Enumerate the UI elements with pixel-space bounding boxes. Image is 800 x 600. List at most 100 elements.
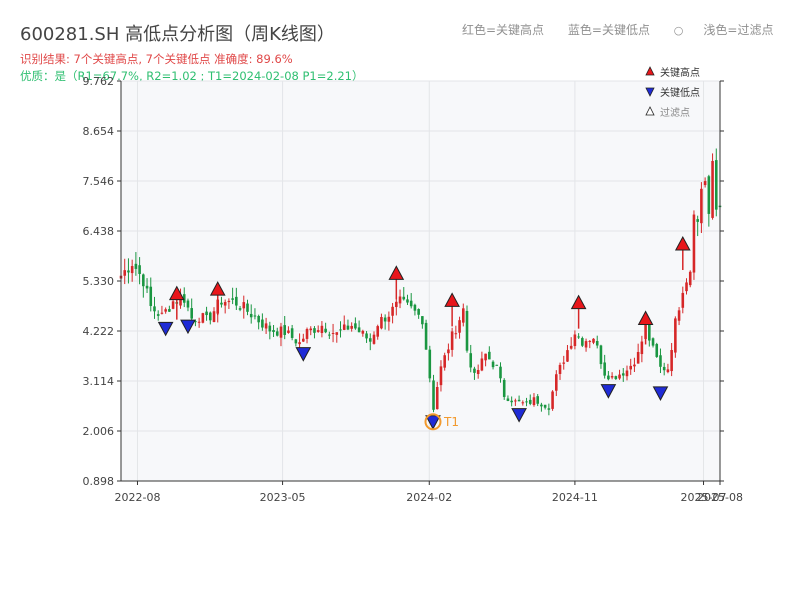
- top-legend-light-label: 浅色=过滤点: [703, 23, 774, 37]
- candle-body: [205, 311, 208, 316]
- candle-body: [502, 379, 506, 397]
- x-tick-label: 2025-08: [697, 491, 743, 504]
- candle-body: [703, 181, 707, 186]
- candle-body: [674, 318, 677, 353]
- candle-body: [242, 302, 246, 309]
- candle-body: [190, 308, 193, 319]
- legend-high-icon: [645, 66, 655, 76]
- candle-body: [424, 322, 428, 350]
- candle-body: [231, 298, 234, 300]
- key-high-marker: [570, 294, 587, 310]
- t1-label: T1: [443, 415, 459, 429]
- candle-body: [547, 408, 551, 410]
- candle-body: [514, 400, 517, 402]
- candle-body: [469, 353, 473, 368]
- candle-body: [346, 325, 350, 330]
- candle-body: [428, 349, 432, 379]
- legend-low-icon: [645, 87, 655, 97]
- quality-summary: 优质：是（R1=67.7%, R2=1.02 ; T1=2024-02-08 P…: [20, 69, 364, 83]
- candle-body: [592, 338, 595, 343]
- candle-body: [540, 404, 543, 407]
- candle-body: [618, 374, 621, 379]
- candle-body: [484, 353, 487, 361]
- candle-body: [569, 345, 573, 349]
- candle-body: [677, 310, 681, 321]
- key-high-marker: [168, 285, 185, 301]
- candle-body: [566, 350, 569, 362]
- candle-body: [261, 319, 264, 328]
- candle-body: [688, 271, 692, 286]
- top-legend: 红色=关键高点 蓝色=关键低点 ○ 浅色=过滤点: [462, 21, 800, 38]
- candle-body: [272, 330, 275, 333]
- candle-body: [555, 374, 558, 391]
- key-low-marker: [295, 347, 312, 362]
- candle-body: [182, 294, 186, 303]
- candle-body: [316, 330, 320, 332]
- candle-body: [432, 380, 435, 410]
- candle-body: [510, 400, 513, 403]
- candle-body: [127, 270, 130, 273]
- legend-label: 关键高点: [660, 66, 700, 79]
- t1-ring: [424, 413, 442, 431]
- candle-body: [629, 365, 633, 370]
- candle-body: [201, 313, 205, 323]
- candle-body: [398, 296, 402, 304]
- key-high-marker: [674, 235, 691, 251]
- legend-label: 关键低点: [660, 86, 700, 99]
- candle-body: [223, 302, 227, 306]
- candle-body: [696, 219, 699, 222]
- x-tick-label: 2025-07: [681, 491, 727, 504]
- top-legend-light: ○ 浅色=过滤点: [674, 23, 794, 37]
- candle-body: [391, 306, 394, 316]
- y-tick-label: 6.438: [83, 225, 115, 238]
- candle-body: [309, 328, 313, 331]
- candle-body: [387, 316, 391, 322]
- candle-body: [499, 366, 502, 379]
- candle-body: [454, 333, 458, 335]
- candle-body: [558, 364, 562, 374]
- candle-body: [283, 325, 286, 335]
- candle-body: [599, 345, 603, 365]
- candle-body: [324, 328, 327, 333]
- candle-body: [313, 328, 316, 333]
- candle-body: [238, 308, 242, 310]
- candle-body: [275, 331, 279, 336]
- candle-body: [142, 274, 145, 287]
- candle-body: [517, 399, 521, 402]
- candle-body: [368, 338, 372, 342]
- candle-body: [220, 302, 223, 305]
- candle-body: [711, 160, 714, 218]
- candle-body: [521, 402, 525, 404]
- y-tick-label: 5.330: [83, 275, 115, 288]
- candle-body: [413, 304, 417, 311]
- candle-body: [543, 404, 547, 408]
- x-tick-label: 2024-11: [552, 491, 598, 504]
- candle-body: [168, 309, 171, 312]
- candle-body: [532, 397, 536, 406]
- x-tick-label: 2023-05: [260, 491, 306, 504]
- top-legend-red: 红色=关键高点: [462, 23, 545, 37]
- candle-body: [581, 338, 584, 346]
- candle-body: [409, 300, 413, 307]
- candle-body: [417, 309, 420, 315]
- candle-body: [603, 362, 606, 376]
- key-high-marker: [444, 292, 460, 307]
- candle-body: [670, 349, 673, 372]
- candle-body: [406, 299, 409, 303]
- candle-body: [636, 351, 640, 364]
- candle-body: [145, 285, 149, 289]
- candle-body: [253, 315, 257, 317]
- candle-body: [194, 321, 197, 323]
- candle-body: [186, 300, 190, 308]
- candle-body: [335, 332, 339, 335]
- candle-body: [573, 334, 577, 347]
- candle-body: [197, 321, 201, 323]
- candle-body: [577, 336, 580, 338]
- candle-body: [212, 311, 216, 322]
- candle-body: [621, 373, 625, 376]
- candle-body: [171, 301, 175, 309]
- candle-body: [246, 303, 249, 312]
- candle-body: [685, 282, 688, 292]
- key-low-marker: [425, 415, 441, 430]
